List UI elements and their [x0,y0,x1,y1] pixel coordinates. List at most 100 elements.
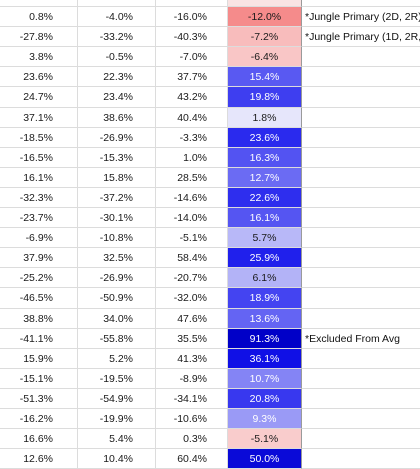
cell-col-b[interactable]: 32.5% [78,248,156,269]
cell-col-a[interactable]: -16.2% [0,408,78,430]
cell-col-b[interactable]: -0.5% [78,47,156,68]
cell-col-b[interactable]: 31.8% [78,0,156,8]
cell-diff[interactable]: -12.0% [228,7,302,28]
cell-note[interactable] [302,389,420,409]
cell-col-a[interactable]: -6.9% [0,228,78,249]
cell-col-c[interactable]: 30.5% [156,0,228,8]
cell-diff[interactable]: 22.6% [228,187,302,209]
cell-col-c[interactable]: -3.3% [156,127,228,148]
cell-note[interactable] [302,47,420,68]
cell-col-a[interactable]: 0.8% [0,7,78,28]
cell-col-a[interactable]: -41.1% [0,328,78,349]
cell-note[interactable] [302,248,420,269]
cell-note[interactable] [302,309,420,329]
cell-col-a[interactable]: 35.1% [0,0,78,8]
cell-col-a[interactable]: 3.8% [0,47,78,68]
cell-diff[interactable]: -5.1% [228,429,302,450]
cell-col-b[interactable]: -10.8% [78,228,156,249]
cell-col-c[interactable]: 28.5% [156,167,228,188]
cell-col-a[interactable]: -15.1% [0,368,78,389]
cell-col-a[interactable]: -18.5% [0,127,78,148]
cell-diff[interactable]: 15.4% [228,67,302,88]
cell-col-a[interactable]: -46.5% [0,288,78,309]
cell-col-c[interactable]: 43.2% [156,87,228,108]
cell-col-a[interactable]: -51.3% [0,388,78,409]
cell-col-b[interactable]: 10.4% [78,449,156,469]
cell-note[interactable] [302,288,420,309]
cell-col-c[interactable]: -20.7% [156,268,228,289]
cell-col-a[interactable]: -25.2% [0,268,78,289]
cell-col-b[interactable]: -37.2% [78,187,156,209]
cell-note[interactable] [302,429,420,450]
cell-diff[interactable]: -6.4% [228,47,302,68]
cell-col-b[interactable]: -19.9% [78,408,156,430]
cell-col-b[interactable]: 34.0% [78,308,156,329]
cell-col-a[interactable]: 15.9% [0,348,78,369]
cell-col-a[interactable]: 37.9% [0,248,78,269]
cell-col-a[interactable]: 24.7% [0,87,78,108]
cell-note[interactable] [302,87,420,108]
cell-diff[interactable]: 6.1% [228,268,302,289]
cell-note[interactable] [302,449,420,469]
cell-diff[interactable]: 20.8% [228,388,302,409]
cell-diff[interactable]: 9.3% [228,408,302,430]
cell-diff[interactable]: 91.3% [228,328,302,349]
cell-diff[interactable]: 16.1% [228,208,302,229]
cell-col-c[interactable]: 37.7% [156,67,228,88]
cell-diff[interactable]: -7.2% [228,27,302,48]
cell-col-c[interactable]: -8.9% [156,368,228,389]
cell-diff[interactable]: 16.3% [228,147,302,168]
cell-diff[interactable]: 50.0% [228,449,302,469]
cell-col-b[interactable]: 22.3% [78,67,156,88]
cell-note[interactable] [302,369,420,389]
cell-col-c[interactable]: 47.6% [156,308,228,329]
cell-col-b[interactable]: -30.1% [78,208,156,229]
cell-col-b[interactable]: -4.0% [78,7,156,28]
cell-col-c[interactable]: -7.0% [156,47,228,68]
cell-col-b[interactable]: 23.4% [78,87,156,108]
cell-diff[interactable]: 10.7% [228,368,302,389]
cell-col-c[interactable]: -5.1% [156,228,228,249]
cell-col-c[interactable]: 35.5% [156,328,228,349]
cell-col-c[interactable]: -14.6% [156,187,228,209]
cell-col-a[interactable]: 37.1% [0,107,78,128]
cell-col-a[interactable]: -16.5% [0,147,78,168]
cell-diff[interactable]: 12.7% [228,167,302,188]
cell-col-b[interactable]: -54.9% [78,388,156,409]
cell-note[interactable] [302,208,420,229]
cell-col-a[interactable]: -27.8% [0,27,78,48]
cell-col-c[interactable]: 41.3% [156,348,228,369]
cell-col-a[interactable]: -23.7% [0,208,78,229]
cell-col-a[interactable]: -32.3% [0,187,78,209]
cell-diff[interactable]: 13.6% [228,308,302,329]
cell-note[interactable] [302,188,420,209]
cell-note[interactable]: *Jungle Primary (2D, 2R) [302,7,420,28]
cell-note[interactable] [302,409,420,430]
cell-diff[interactable]: 1.8% [228,107,302,128]
cell-col-b[interactable]: -26.9% [78,127,156,148]
cell-note[interactable] [302,0,420,8]
cell-col-c[interactable]: 40.4% [156,107,228,128]
cell-col-b[interactable]: 15.8% [78,167,156,188]
cell-diff[interactable]: 19.8% [228,87,302,108]
cell-col-a[interactable]: 16.6% [0,429,78,450]
cell-col-c[interactable]: 58.4% [156,248,228,269]
cell-col-a[interactable]: 12.6% [0,449,78,469]
cell-col-a[interactable]: 16.1% [0,167,78,188]
cell-diff[interactable]: 36.1% [228,348,302,369]
cell-col-a[interactable]: 23.6% [0,67,78,88]
cell-col-c[interactable]: 0.3% [156,429,228,450]
cell-col-b[interactable]: -19.5% [78,368,156,389]
cell-diff[interactable]: 5.7% [228,228,302,249]
cell-note[interactable] [302,128,420,148]
cell-note[interactable] [302,67,420,88]
cell-col-b[interactable]: -50.9% [78,288,156,309]
cell-col-c[interactable]: -16.0% [156,7,228,28]
cell-note[interactable] [302,268,420,289]
cell-col-c[interactable]: -14.0% [156,208,228,229]
cell-note[interactable] [302,168,420,188]
cell-col-c[interactable]: -34.1% [156,388,228,409]
cell-col-b[interactable]: 5.2% [78,348,156,369]
cell-col-c[interactable]: -32.0% [156,288,228,309]
cell-note[interactable] [302,148,420,168]
